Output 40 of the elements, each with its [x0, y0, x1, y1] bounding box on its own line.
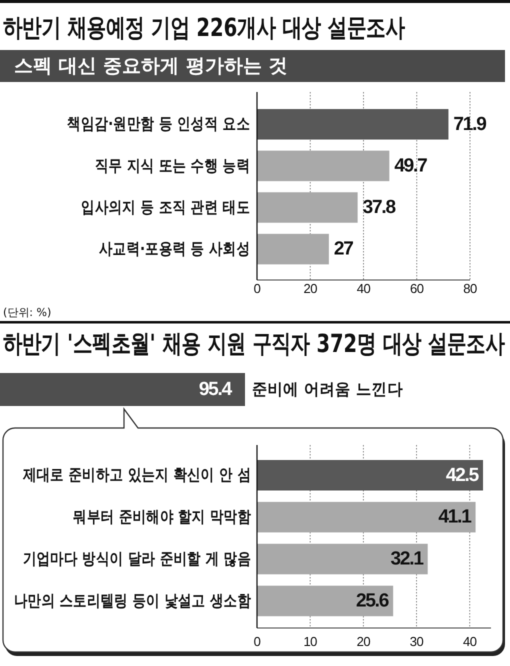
data-label: 27: [334, 238, 354, 260]
bar: [257, 460, 484, 490]
data-label: 95.4: [198, 379, 233, 400]
bar: [257, 544, 428, 574]
bar: [257, 109, 448, 140]
chart-title: 하반기 채용예정 기업 226개사 대상 설문조사: [3, 14, 405, 43]
x-tick-label: 20: [356, 634, 370, 649]
y-tick-label: 사교력·포용력 등 사회성: [99, 240, 250, 258]
bar: [257, 502, 476, 532]
chart-title: 하반기 '스펙초월' 채용 지원 구직자 372명 대상 설문조사: [3, 330, 504, 359]
y-tick-label: 기업마다 방식이 달라 준비할 게 많음: [22, 550, 251, 568]
data-label: 41.1: [438, 506, 472, 528]
bar: [257, 150, 390, 182]
x-tick-label: 40: [462, 634, 477, 649]
y-tick-label: 입사의지 등 조직 관련 태도: [81, 198, 250, 217]
x-tick-label: 0: [254, 634, 261, 649]
x-tick-label: 60: [410, 281, 424, 296]
data-label: 25.6: [356, 590, 389, 612]
x-tick-label: 80: [463, 281, 477, 296]
x-tick-label: 10: [303, 634, 318, 649]
y-tick-label: 직무 지식 또는 수행 능력: [94, 156, 250, 176]
data-label: 37.8: [362, 197, 396, 218]
x-tick-label: 20: [304, 281, 318, 296]
y-tick-label: 책임감·원만함 등 인성적 요소: [67, 115, 250, 134]
y-tick-label: 뭐부터 준비해야 할지 막막함: [73, 508, 251, 526]
x-tick-label: 30: [410, 634, 424, 649]
data-label: 42.5: [446, 464, 480, 486]
x-tick-label: 40: [356, 281, 370, 296]
x-tick-label: 0: [254, 281, 261, 296]
bar: [257, 586, 394, 616]
bar: [257, 234, 329, 264]
data-label: 49.7: [394, 155, 428, 176]
chart-subtitle: 스펙 대신 중요하게 평가하는 것: [14, 55, 288, 77]
y-tick-label: 나만의 스토리텔링 등이 낯설고 생소함: [14, 592, 251, 610]
y-tick-label: 제대로 준비하고 있는지 확신이 안 섬: [22, 466, 251, 484]
bar: [257, 192, 358, 223]
text: (단위: %): [3, 306, 52, 319]
data-label: 32.1: [390, 548, 424, 570]
y-tick-label: 준비에 어려움 느낀다: [252, 380, 403, 399]
data-label: 71.9: [453, 114, 486, 135]
